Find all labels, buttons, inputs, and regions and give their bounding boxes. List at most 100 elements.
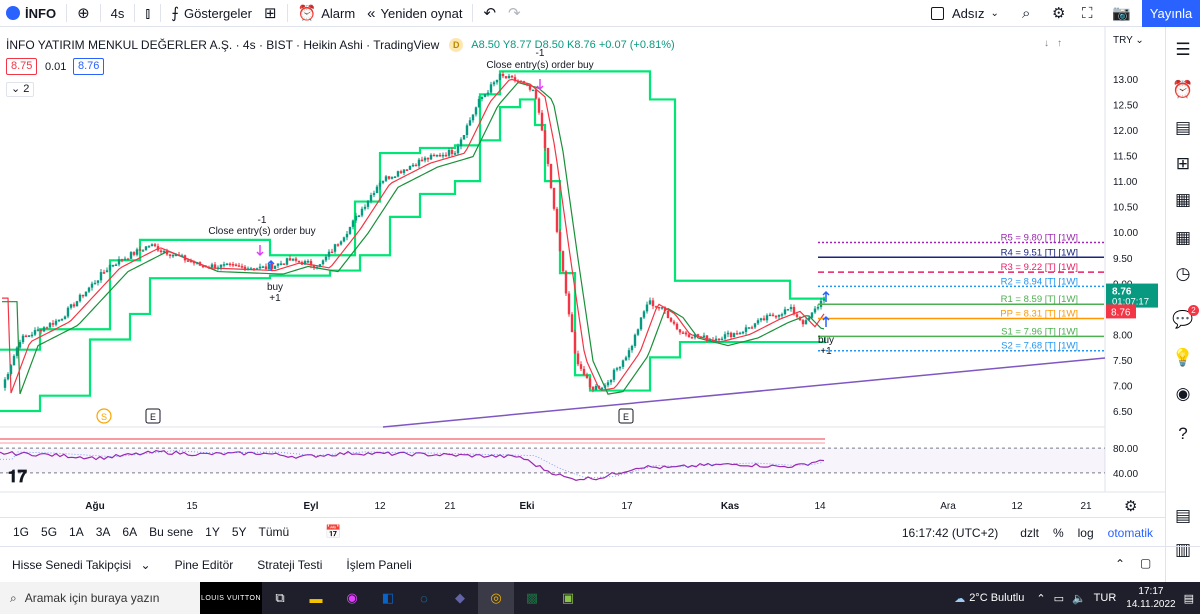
chart-canvas[interactable]: 13.0012.5012.0011.5011.0010.5010.009.509…: [0, 27, 1165, 517]
gear-icon[interactable]: ⚙: [1124, 498, 1138, 515]
publish-button[interactable]: Yayınla: [1142, 0, 1200, 27]
ideas-icon[interactable]: 💡: [1172, 348, 1194, 367]
candle-body: [216, 267, 220, 270]
layout-button[interactable]: Adsız ⌄: [925, 0, 1005, 27]
chart-type-button[interactable]: ⫾: [139, 0, 156, 27]
collapse-indicators-button[interactable]: ⌄ 2: [6, 82, 35, 97]
range-5g[interactable]: 5G: [41, 525, 58, 539]
candle-body: [288, 258, 292, 261]
clock-date: 14.11.2022: [1126, 599, 1176, 610]
alarm-button[interactable]: ⏰ Alarm: [292, 0, 362, 27]
edge-icon[interactable]: ◌: [420, 590, 428, 606]
watchlist-icon[interactable]: ☰: [1175, 40, 1191, 59]
candle-body: [318, 264, 322, 268]
compare-button[interactable]: ⊕: [71, 0, 96, 27]
candle-body: [375, 186, 379, 194]
log-toggle[interactable]: log: [1077, 525, 1094, 540]
earnings-marker-icon[interactable]: [618, 408, 634, 424]
replay-button[interactable]: « Yeniden oynat: [361, 0, 468, 27]
file-explorer-icon[interactable]: ▬: [309, 590, 323, 606]
candle-body: [195, 262, 199, 264]
currency-selector[interactable]: TRY ⌄: [1113, 35, 1144, 46]
range-6a[interactable]: 6A: [122, 525, 138, 539]
help-icon[interactable]: ?: [1178, 424, 1188, 443]
indicators-button[interactable]: ⨍ Göstergeler: [165, 0, 258, 27]
range-1a[interactable]: 1A: [69, 525, 84, 539]
templates-button[interactable]: ⊞: [258, 0, 283, 27]
candle-body: [123, 258, 127, 261]
notifications-icon[interactable]: ▤: [1183, 592, 1194, 605]
range-1g[interactable]: 1G: [13, 525, 30, 539]
calculator-icon[interactable]: ▦: [1174, 228, 1192, 247]
range-1y[interactable]: 1Y: [205, 525, 220, 539]
adjust-toggle[interactable]: dzlt: [1020, 525, 1039, 540]
trend-line[interactable]: [382, 357, 1106, 428]
split-marker-icon[interactable]: [96, 408, 112, 424]
candle-body: [813, 308, 817, 313]
hotlist-icon[interactable]: ⊞: [1175, 154, 1191, 173]
range-5y[interactable]: 5Y: [231, 525, 247, 539]
candle-body: [138, 249, 142, 251]
percent-toggle[interactable]: %: [1052, 525, 1064, 540]
range-3a[interactable]: 3A: [95, 525, 111, 539]
outlook-icon[interactable]: ◧: [381, 590, 395, 605]
candle-body: [237, 265, 241, 267]
chevron-up-icon[interactable]: ⌃: [1115, 557, 1126, 571]
earnings-marker-icon[interactable]: [145, 408, 161, 424]
clock-timezone[interactable]: 16:17:42 (UTC+2): [901, 525, 999, 540]
candle-body: [765, 315, 769, 321]
auto-toggle[interactable]: otomatik: [1107, 525, 1153, 540]
interval-button[interactable]: 4s: [105, 0, 131, 27]
app-icon[interactable]: ◉: [346, 590, 358, 605]
range-bu-sene[interactable]: Bu sene: [149, 525, 194, 539]
settings-button[interactable]: ⚙: [1046, 0, 1071, 27]
network-icon[interactable]: ▭: [1053, 592, 1064, 605]
dom-icon[interactable]: ▥: [1174, 540, 1192, 559]
excel-icon[interactable]: ▩: [525, 590, 539, 605]
chevron-up-icon[interactable]: ⌃: [1036, 592, 1046, 605]
tab-strategy-tester[interactable]: Strateji Testi: [245, 558, 334, 572]
calendar-icon[interactable]: ▦: [1174, 190, 1192, 209]
x-tick-label: Ara: [940, 501, 956, 512]
maximize-icon[interactable]: ▢: [1140, 556, 1152, 570]
alarm-clock-icon[interactable]: ⏰: [1172, 80, 1194, 99]
calendar-range-icon[interactable]: 📅: [325, 524, 342, 539]
x-tick-label: 17: [621, 501, 633, 512]
arrow-down-icon[interactable]: ↓: [1044, 38, 1057, 49]
teams-icon[interactable]: ◆: [455, 590, 465, 605]
sell-price-box[interactable]: 8.75: [6, 58, 38, 75]
candle-body: [300, 262, 304, 265]
y-tick-label: 11.50: [1113, 152, 1138, 163]
task-view-icon[interactable]: ⧉: [275, 590, 285, 605]
symbol-search-button[interactable]: İNFO: [0, 0, 62, 27]
clock-icon[interactable]: ◷: [1175, 264, 1191, 283]
language-indicator[interactable]: TUR: [1093, 592, 1117, 604]
candle-body: [552, 187, 556, 209]
candle-body: [381, 180, 385, 183]
snapshot-button[interactable]: 📷: [1106, 0, 1137, 27]
candle-body: [348, 226, 352, 234]
tab-pine-editor[interactable]: Pine Editör: [163, 558, 246, 572]
chrome-icon[interactable]: ◎: [478, 582, 514, 614]
speaker-icon[interactable]: 🔈: [1071, 592, 1086, 605]
weather-label[interactable]: 2°C Bulutlu: [969, 592, 1025, 604]
candle-body: [528, 84, 532, 90]
search-button[interactable]: ⌕: [1016, 0, 1036, 27]
range-tümü[interactable]: Tümü: [258, 525, 290, 539]
buy-price-box[interactable]: 8.76: [73, 58, 105, 75]
app2-icon[interactable]: ▣: [561, 590, 575, 605]
data-window-icon[interactable]: ▤: [1174, 118, 1192, 137]
louis-vuitton-app[interactable]: LOUIS VUITTON: [200, 582, 262, 614]
order-panel-icon[interactable]: ▤: [1174, 506, 1192, 525]
chart-area[interactable]: 13.0012.5012.0011.5011.0010.5010.009.509…: [0, 27, 1165, 517]
streams-icon[interactable]: ◉: [1175, 384, 1191, 403]
fullscreen-button[interactable]: ⛶: [1076, 0, 1099, 27]
redo-button[interactable]: ↷: [502, 0, 527, 27]
taskbar-clock[interactable]: 17:17 14.11.2022: [1126, 585, 1175, 611]
undo-button[interactable]: ↶: [477, 0, 502, 27]
chat-icon[interactable]: 💬: [1172, 310, 1194, 329]
tab-trading-panel[interactable]: İşlem Paneli: [334, 558, 423, 572]
arrow-up-icon[interactable]: ↑: [1057, 38, 1070, 49]
tab-screener[interactable]: Hisse Senedi Takipçisi ⌄: [0, 558, 163, 572]
taskbar-search[interactable]: ⌕ Aramak için buraya yazın: [0, 582, 200, 614]
